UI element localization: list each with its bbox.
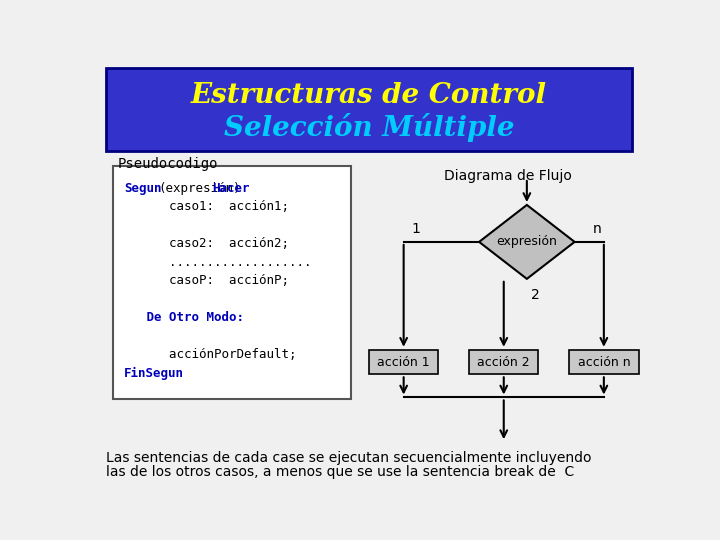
Text: Estructuras de Control: Estructuras de Control	[191, 82, 547, 109]
FancyBboxPatch shape	[106, 68, 632, 151]
Text: las de los otros casos, a menos que se use la sentencia break de  C: las de los otros casos, a menos que se u…	[106, 465, 574, 479]
Text: Las sentencias de cada case se ejecutan secuencialmente incluyendo: Las sentencias de cada case se ejecutan …	[106, 451, 591, 465]
Text: Diagrama de Flujo: Diagrama de Flujo	[444, 168, 572, 183]
Text: acciónPorDefault;: acciónPorDefault;	[124, 348, 297, 361]
Text: De Otro Modo:: De Otro Modo:	[124, 311, 244, 324]
Text: caso1:  acción1;: caso1: acción1;	[124, 200, 289, 213]
Polygon shape	[479, 205, 575, 279]
Text: acción 2: acción 2	[477, 355, 530, 368]
Text: Segun: Segun	[124, 182, 161, 195]
Text: acción n: acción n	[577, 355, 630, 368]
Text: Pseudocodigo: Pseudocodigo	[117, 157, 217, 171]
FancyBboxPatch shape	[469, 350, 539, 374]
Text: 1: 1	[411, 222, 420, 236]
Text: Hacer: Hacer	[212, 182, 249, 195]
FancyBboxPatch shape	[113, 166, 351, 399]
Text: ...................: ...................	[124, 256, 312, 269]
Text: FinSegun: FinSegun	[124, 367, 184, 380]
Text: casoP:  acciónP;: casoP: acciónP;	[124, 274, 289, 287]
FancyBboxPatch shape	[570, 350, 639, 374]
Text: caso2:  acción2;: caso2: acción2;	[124, 237, 289, 250]
Text: Selección Múltiple: Selección Múltiple	[224, 113, 514, 143]
Text: expresión: expresión	[496, 235, 557, 248]
Text: acción 1: acción 1	[377, 355, 430, 368]
FancyBboxPatch shape	[369, 350, 438, 374]
Text: n: n	[593, 222, 601, 236]
Text: 2: 2	[531, 288, 539, 302]
Text: (expresión): (expresión)	[158, 182, 240, 195]
